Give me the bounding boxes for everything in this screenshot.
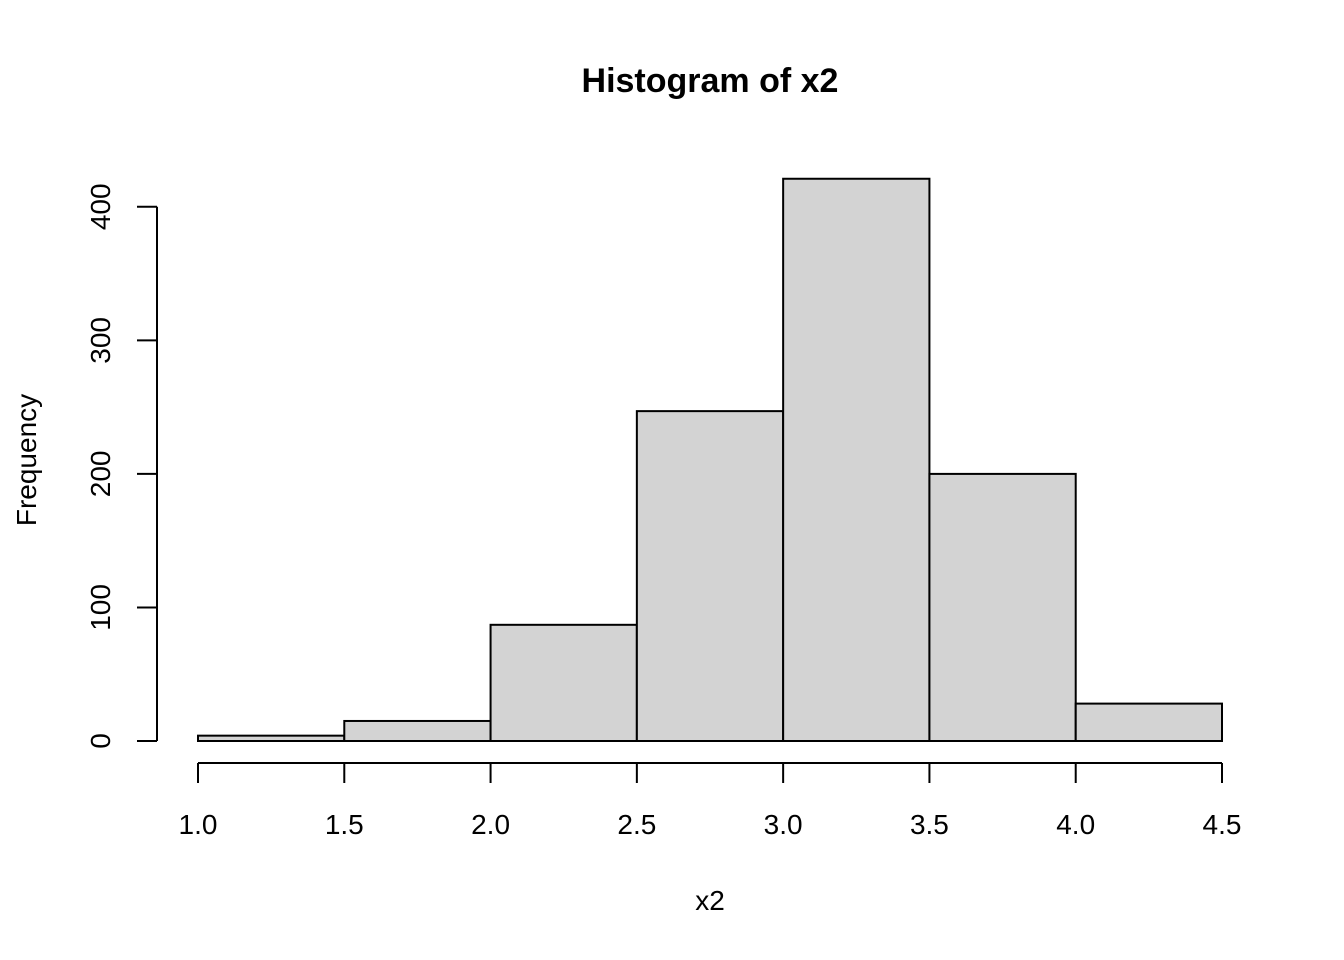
- histogram-bar-7: [1074, 702, 1223, 743]
- histogram-bar-3: [489, 623, 638, 743]
- x-tick-label: 4.0: [1056, 809, 1095, 840]
- y-tick-label: 0: [85, 733, 116, 749]
- bars-group: [197, 177, 1223, 743]
- x-tick-label: 4.5: [1203, 809, 1242, 840]
- histogram-bar-6: [928, 472, 1077, 742]
- y-axis: 0 100 200 300 400: [85, 183, 158, 749]
- y-axis-title: Frequency: [11, 394, 42, 526]
- y-tick-label: 200: [85, 451, 116, 498]
- x-axis: 1.0 1.5 2.0 2.5 3.0 3.5 4.0 4.5: [179, 762, 1242, 840]
- x-tick-label: 3.5: [910, 809, 949, 840]
- x-axis-title: x2: [695, 885, 725, 916]
- x-tick-label: 2.5: [617, 809, 656, 840]
- y-tick-label: 400: [85, 183, 116, 230]
- histogram-bar-5: [782, 177, 931, 742]
- chart-title: Histogram of x2: [582, 62, 839, 100]
- y-tick-label: 300: [85, 317, 116, 364]
- histogram-bar-1: [197, 734, 346, 743]
- y-tick-label: 100: [85, 584, 116, 631]
- x-tick-label: 1.0: [179, 809, 218, 840]
- histogram-bar-2: [343, 719, 492, 743]
- x-tick-label: 3.0: [764, 809, 803, 840]
- x-tick-label: 2.0: [471, 809, 510, 840]
- x-tick-label: 1.5: [325, 809, 364, 840]
- histogram-bar-4: [635, 410, 785, 742]
